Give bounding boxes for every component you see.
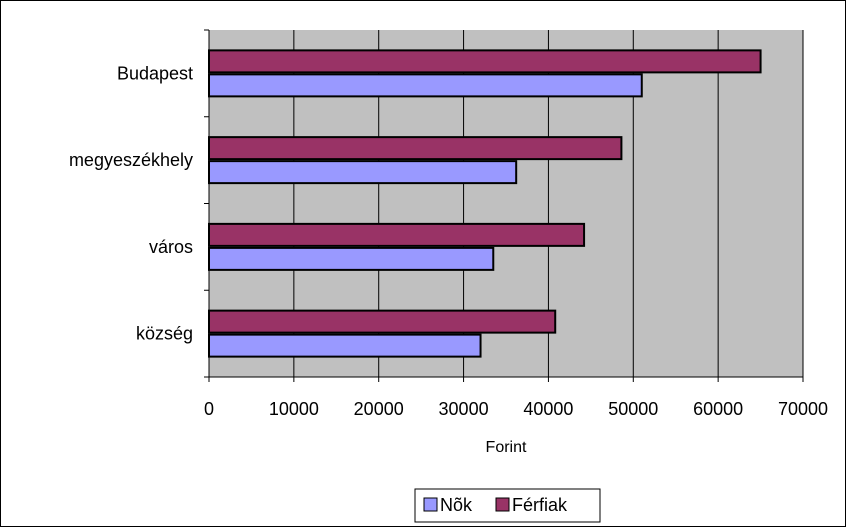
- x-tick-label-40000: 40000: [523, 399, 573, 419]
- x-tick-label-0: 0: [204, 399, 214, 419]
- tick-labels: 0 10000 20000 30000 40000 50000 60000 70000: [204, 399, 828, 419]
- x-tick-label-20000: 20000: [354, 399, 404, 419]
- category-labels: Budapest megyeszékhely város község: [69, 63, 193, 343]
- bar-ferfiak-budapest: [209, 50, 761, 72]
- bar-nok-budapest: [209, 74, 642, 96]
- x-tick-label-50000: 50000: [608, 399, 658, 419]
- legend: Nõk Férfiak: [415, 489, 600, 522]
- legend-swatch-nok: [424, 498, 437, 511]
- bar-ferfiak-megyeszekhely: [209, 137, 621, 159]
- bar-ferfiak-kozseg: [209, 311, 555, 333]
- bar-nok-megyeszekhely: [209, 161, 516, 183]
- category-label-budapest: Budapest: [117, 63, 193, 83]
- bar-ferfiak-varos: [209, 224, 584, 246]
- legend-label-ferfiak: Férfiak: [512, 495, 568, 515]
- x-axis-title: Forint: [486, 439, 527, 456]
- bar-nok-kozseg: [209, 335, 481, 357]
- legend-label-nok: Nõk: [440, 495, 473, 515]
- x-tick-label-70000: 70000: [778, 399, 828, 419]
- x-tick-label-30000: 30000: [439, 399, 489, 419]
- legend-swatch-ferfiak: [496, 498, 509, 511]
- x-tick-label-10000: 10000: [269, 399, 319, 419]
- category-label-varos: város: [149, 237, 193, 257]
- x-tick-label-60000: 60000: [693, 399, 743, 419]
- category-label-megyeszekhely: megyeszékhely: [69, 150, 193, 170]
- category-label-kozseg: község: [136, 324, 193, 344]
- bar-nok-varos: [209, 248, 493, 270]
